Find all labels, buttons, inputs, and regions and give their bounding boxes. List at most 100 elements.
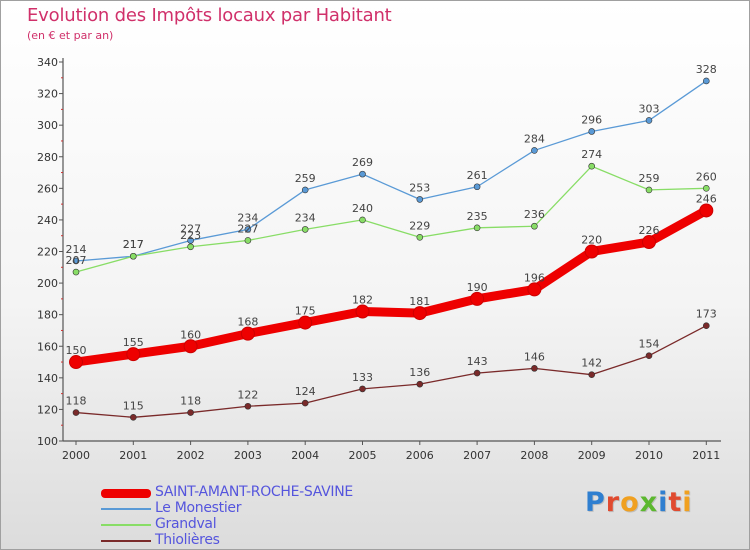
data-point <box>244 226 252 233</box>
data-point <box>301 226 309 233</box>
data-label: 227 <box>237 222 258 235</box>
data-label: 154 <box>639 338 660 351</box>
data-label: 217 <box>123 238 144 251</box>
data-label: 259 <box>639 172 660 185</box>
series-line <box>75 325 707 418</box>
data-label: 274 <box>581 148 602 161</box>
data-point <box>244 402 252 410</box>
data-point <box>298 315 313 330</box>
data-label: 142 <box>581 357 602 370</box>
data-point <box>187 243 194 251</box>
x-tick-label: 2002 <box>177 449 205 462</box>
data-label: 229 <box>409 219 430 232</box>
data-label: 240 <box>352 202 373 215</box>
data-point <box>359 385 366 393</box>
data-label: 143 <box>467 355 488 368</box>
x-tick-label: 2009 <box>578 449 606 462</box>
legend-swatch <box>101 524 151 526</box>
x-tick-label: 2011 <box>692 449 720 462</box>
series-line <box>75 165 707 273</box>
data-label: 236 <box>524 208 545 221</box>
data-point <box>531 147 538 154</box>
data-point <box>531 222 538 230</box>
data-point <box>473 183 481 191</box>
x-tick-label: 2003 <box>234 449 262 462</box>
data-label: 182 <box>352 294 373 307</box>
x-tick-label: 2007 <box>463 449 491 462</box>
data-label: 328 <box>696 63 717 76</box>
data-point <box>645 352 653 360</box>
data-label: 296 <box>581 113 602 126</box>
legend-swatch <box>101 508 151 510</box>
data-point <box>359 170 366 178</box>
x-tick-label: 2001 <box>119 449 147 462</box>
data-label: 181 <box>409 295 430 308</box>
y-tick-label: 140 <box>37 372 58 385</box>
data-label: 173 <box>696 308 717 321</box>
data-point <box>702 77 710 85</box>
data-label: 118 <box>66 395 87 408</box>
proxiti-logo: Proxiti <box>585 487 693 518</box>
data-label: 227 <box>180 222 201 235</box>
data-point <box>412 306 427 321</box>
legend-label: SAINT-AMANT-ROCHE-SAVINE <box>155 484 353 500</box>
y-tick-label: 240 <box>37 214 58 227</box>
data-label: 214 <box>66 243 87 256</box>
x-tick-label: 2004 <box>291 449 319 462</box>
y-tick-label: 180 <box>37 309 58 322</box>
data-point <box>187 237 194 244</box>
data-label: 253 <box>409 181 430 194</box>
data-point <box>702 185 710 192</box>
data-label: 235 <box>467 210 488 223</box>
data-label: 168 <box>237 316 258 329</box>
y-tick-label: 300 <box>37 119 58 132</box>
data-label: 115 <box>123 399 144 412</box>
x-tick-label: 2010 <box>635 449 663 462</box>
x-tick-label: 2000 <box>62 449 90 462</box>
data-point <box>527 282 542 297</box>
series-line <box>71 205 711 367</box>
data-point <box>645 186 653 194</box>
legend-label: Le Monestier <box>155 500 242 516</box>
data-point <box>130 252 137 260</box>
y-tick-label: 120 <box>37 403 58 416</box>
y-tick-label: 220 <box>37 246 58 259</box>
data-label: 133 <box>352 371 373 384</box>
data-label: 234 <box>237 211 258 224</box>
data-label: 217 <box>123 238 144 251</box>
y-tick-label: 260 <box>37 182 58 195</box>
x-tick-label: 2008 <box>520 449 548 462</box>
data-point <box>72 257 80 265</box>
y-tick-label: 320 <box>37 88 58 101</box>
data-label: 220 <box>581 234 602 247</box>
data-label: 118 <box>180 395 201 408</box>
data-point <box>702 322 710 330</box>
data-point <box>645 117 653 124</box>
data-label: 269 <box>352 156 373 169</box>
y-tick-label: 100 <box>37 435 58 448</box>
legend-label: Thiolières <box>155 532 220 548</box>
legend-label: Grandval <box>155 516 217 532</box>
data-point <box>183 339 198 354</box>
data-label: 190 <box>467 281 488 294</box>
y-tick-label: 280 <box>37 151 58 164</box>
data-point <box>187 409 194 416</box>
data-label: 303 <box>639 102 660 115</box>
data-point <box>699 203 714 218</box>
data-point <box>355 304 370 319</box>
y-tick-label: 160 <box>37 340 58 353</box>
data-point <box>240 326 255 341</box>
data-label: 196 <box>524 271 545 284</box>
y-tick-label: 200 <box>37 277 58 290</box>
data-point <box>642 235 656 250</box>
legend-swatch <box>101 488 151 498</box>
data-point <box>359 216 366 224</box>
data-point <box>416 380 424 388</box>
data-label: 122 <box>237 388 258 401</box>
data-point <box>301 399 309 407</box>
data-point <box>244 237 252 244</box>
data-point <box>588 371 596 378</box>
y-tick-label: 340 <box>37 56 58 69</box>
data-label: 150 <box>66 344 87 357</box>
